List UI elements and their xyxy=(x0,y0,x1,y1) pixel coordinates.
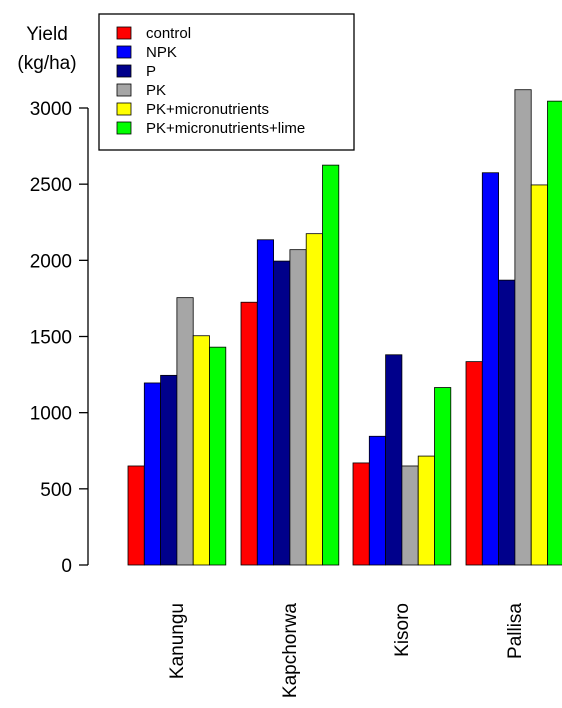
bar-kapchorwa-pk-micronutrients xyxy=(305,233,323,566)
bar-kanungu-pk-micronutrients-lime xyxy=(209,346,227,566)
category-labels-group: Kanungu Kapchorwa Kisoro Pallisa xyxy=(167,603,526,698)
bar-kisoro-p xyxy=(385,354,403,566)
legend: control NPK P PK PK+micronutrients PK+micronu… xyxy=(98,13,355,151)
bar-kapchorwa-pk xyxy=(289,249,307,566)
bar-kanungu-pk xyxy=(176,297,194,566)
bar-pallisa-pk-micronutrients xyxy=(530,184,548,566)
bar-kapchorwa-p xyxy=(273,260,291,566)
legend-swatch-npk xyxy=(116,45,132,59)
bar-kisoro-npk xyxy=(368,435,386,566)
category-label-pallisa: Pallisa xyxy=(505,603,526,659)
legend-swatch-control xyxy=(116,26,132,40)
category-label-kanungu: Kanungu xyxy=(167,603,188,679)
legend-label-p: P xyxy=(146,63,156,80)
y-axis-label-line2: (kg/ha) xyxy=(17,53,76,74)
y-tick-label: 1000 xyxy=(30,404,72,425)
bar-kanungu-pk-micronutrients xyxy=(192,335,210,566)
bar-kanungu-npk xyxy=(143,382,162,566)
bar-kisoro-pk xyxy=(401,465,419,566)
legend-label-pk: PK xyxy=(146,82,166,99)
y-tick-label: 0 xyxy=(61,556,72,577)
bars-group xyxy=(127,89,562,566)
y-tick-label: 500 xyxy=(40,480,72,501)
y-axis-label-line1: Yield xyxy=(26,24,68,45)
bar-kapchorwa-npk xyxy=(256,239,274,566)
legend-label-npk: NPK xyxy=(146,44,177,61)
bar-pallisa-p xyxy=(498,279,516,566)
legend-swatch-pk xyxy=(116,83,132,97)
legend-swatch-pk-micronutrients-lime xyxy=(116,121,132,135)
y-tick-label: 3000 xyxy=(30,99,72,120)
category-label-kisoro: Kisoro xyxy=(392,603,413,657)
bar-kanungu-p xyxy=(160,374,178,566)
bar-kapchorwa-pk-micronutrients-lime xyxy=(322,164,340,566)
legend-swatch-pk-micronutrients xyxy=(116,102,132,116)
category-label-kapchorwa: Kapchorwa xyxy=(280,603,301,698)
bar-kapchorwa-control xyxy=(240,301,258,566)
legend-items: control NPK P PK PK+micronutrients PK+micronu… xyxy=(116,25,305,137)
legend-label-pk-micronutrients-lime: PK+micronutrients+lime xyxy=(146,120,305,137)
y-tick-label: 1500 xyxy=(30,328,72,349)
bar-pallisa-pk xyxy=(514,89,532,566)
y-tick-label: 2000 xyxy=(30,251,72,272)
bar-kanungu-control xyxy=(127,465,145,566)
legend-label-control: control xyxy=(146,25,191,42)
bar-kisoro-control xyxy=(352,462,370,566)
legend-box xyxy=(98,13,355,151)
bar-pallisa-pk-micronutrients-lime xyxy=(547,100,562,566)
bar-kisoro-pk-micronutrients xyxy=(417,455,435,566)
legend-label-pk-micronutrients: PK+micronutrients xyxy=(146,101,269,118)
y-tick-label: 2500 xyxy=(30,175,72,196)
y-ticks-group: 0 500 1000 1500 2000 2500 3000 xyxy=(30,99,88,577)
bar-pallisa-npk xyxy=(481,172,499,566)
legend-swatch-p xyxy=(116,64,132,78)
bar-pallisa-control xyxy=(465,361,483,566)
bar-kisoro-pk-micronutrients-lime xyxy=(434,387,452,566)
